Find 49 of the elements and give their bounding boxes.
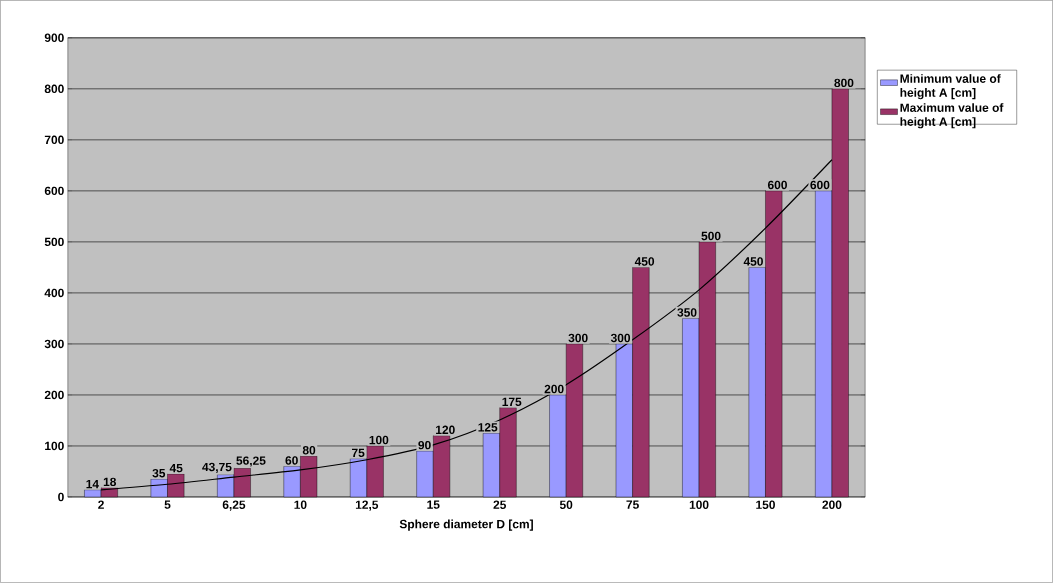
y-tick-label: 400 [44,288,64,298]
data-label: 60 [285,456,298,465]
y-tick-label: 500 [44,237,64,247]
x-tick-label: 25 [493,500,507,510]
x-tick-label: 6,25 [222,500,246,511]
data-label: 600 [810,180,830,190]
data-label: 300 [610,333,631,343]
data-label: 600 [767,180,787,190]
y-tick-label: 0 [58,492,64,502]
data-label: 100 [369,435,389,445]
x-tick-label: 200 [822,500,842,510]
x-tick-label: 15 [427,500,440,509]
x-tick-label: 150 [756,500,775,510]
y-tick-label: 200 [44,390,64,400]
x-tick-label: 10 [294,500,307,510]
y-tick-label: 100 [45,441,64,451]
data-label: 45 [169,464,183,473]
x-tick-label: 100 [689,500,709,510]
data-label: 75 [352,448,365,458]
x-tick-label: 50 [559,500,573,510]
data-label: 450 [634,257,655,266]
data-label: 175 [502,397,522,407]
data-label: 43,75 [202,462,232,474]
data-label: 90 [418,440,431,450]
legend-label: Maximum value of height A [cm] [900,103,1004,129]
y-tick-label: 700 [44,135,64,145]
data-label: 200 [544,384,564,394]
data-label: 80 [302,446,316,455]
y-tick-label: 800 [44,84,64,94]
data-label: 500 [701,231,721,241]
data-label: 14 [86,480,99,489]
x-tick-label: 12,5 [355,500,379,511]
data-label: 300 [568,333,588,343]
x-axis-title: Sphere diameter D [cm] [399,519,533,531]
y-tick-label: 300 [44,339,64,349]
data-label: 350 [677,308,697,317]
y-tick-label: 600 [44,186,64,196]
data-label: 18 [103,477,117,487]
data-label: 56,25 [236,456,266,467]
x-tick-label: 2 [98,500,104,509]
y-tick-label: 900 [44,33,64,43]
legend-label: Minimum value of height A [cm] [900,74,1001,100]
data-label: 35 [152,469,166,478]
x-tick-label: 75 [626,500,639,509]
data-label: 450 [743,257,763,266]
data-label: 125 [478,423,498,432]
x-tick-label: 5 [164,500,171,509]
data-label: 800 [834,78,854,88]
data-label: 120 [436,425,455,435]
